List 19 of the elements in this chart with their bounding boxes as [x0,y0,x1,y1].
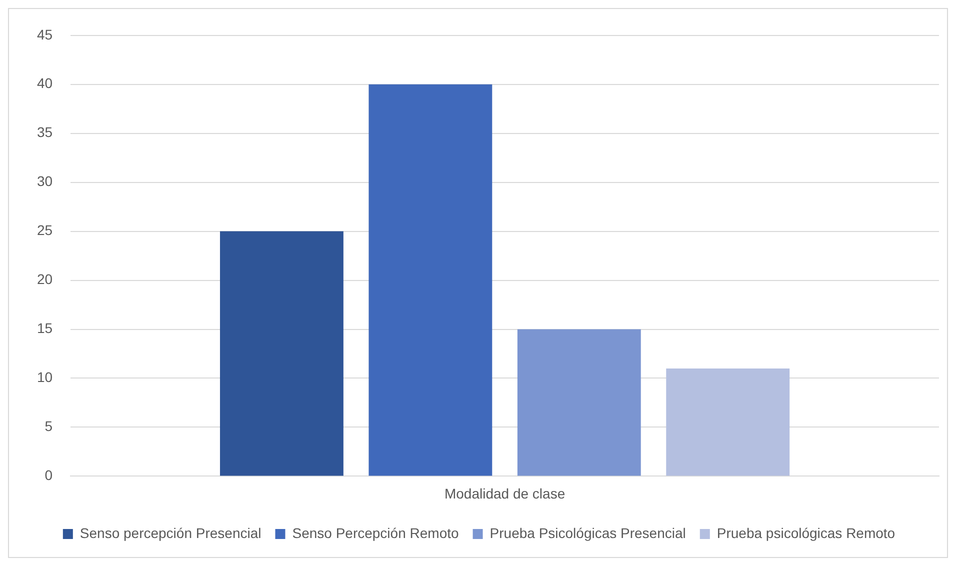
y-tick-label: 10 [36,369,53,386]
y-tick-label: 30 [36,173,53,190]
y-tick-label: 25 [36,222,53,238]
bar [368,84,492,476]
y-tick-label: 5 [44,418,53,434]
y-tick-label: 45 [36,26,53,42]
legend-label: Senso percepción Presencial [80,524,262,541]
y-tick-label: 15 [36,320,53,336]
x-tick-label: Modalidad de clase [444,485,566,502]
y-tick-label: 40 [36,75,53,92]
bar [517,329,641,476]
bar [220,231,344,476]
y-tick-label: 0 [44,467,53,484]
legend-label: Prueba Psicológicas Presencial [490,524,686,541]
legend-label: Prueba psicológicas Remoto [716,524,896,541]
y-tick-label: 20 [36,271,53,288]
bar [666,368,790,476]
legend-label: Senso Percepción Remoto [292,524,459,541]
y-tick-label: 35 [36,124,53,140]
